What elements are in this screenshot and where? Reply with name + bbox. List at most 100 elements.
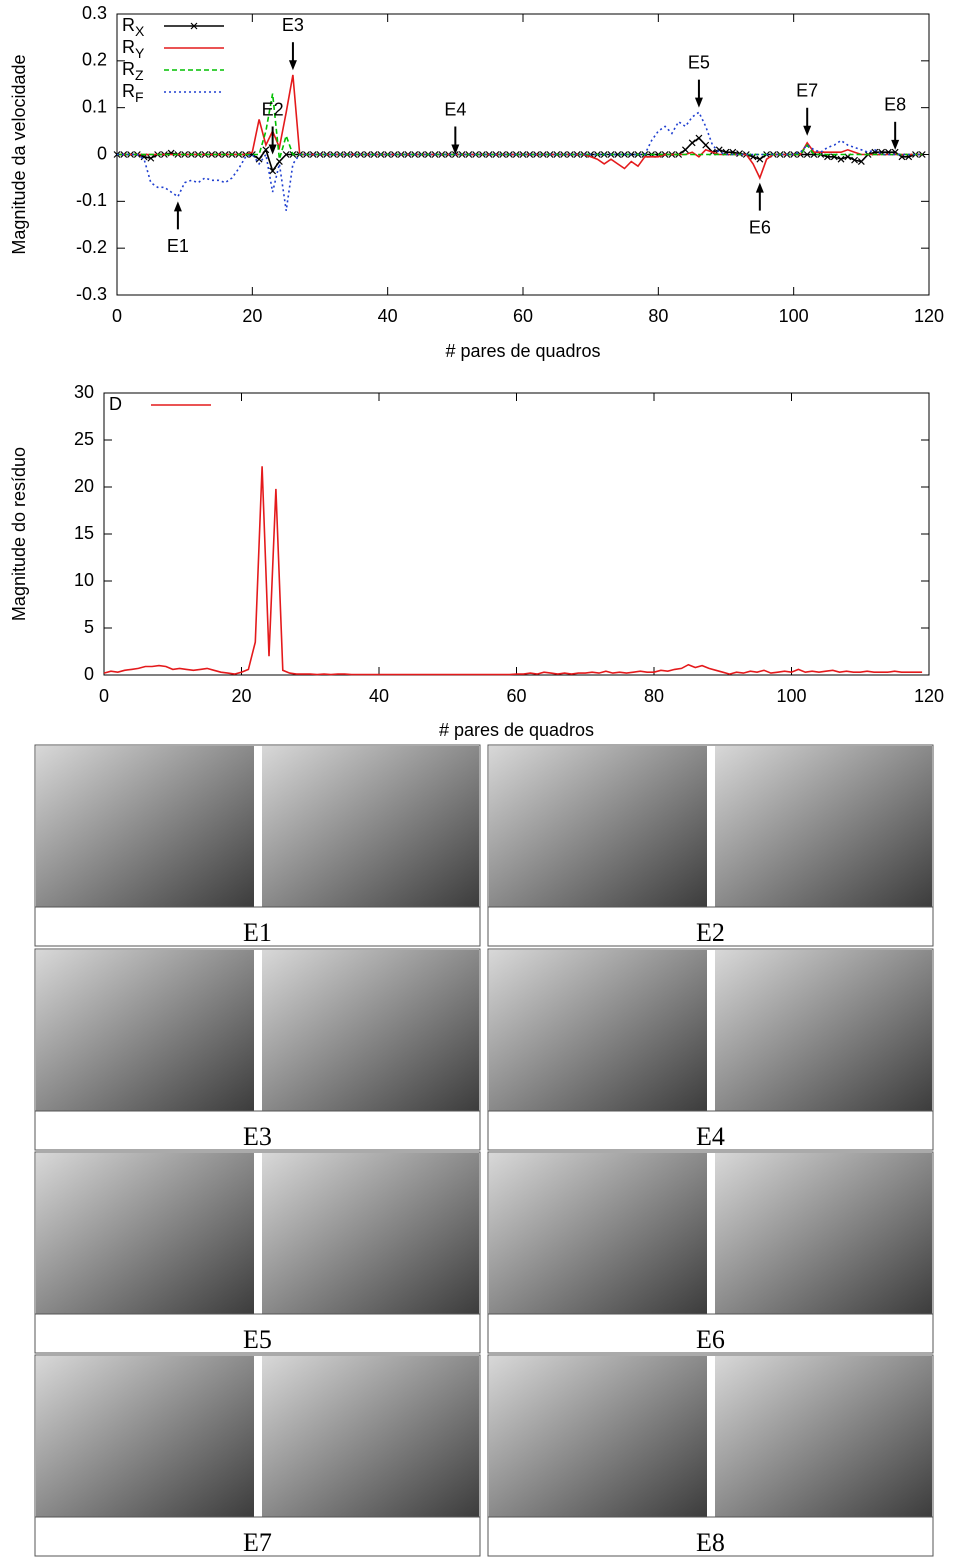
x-tick-label: 20 <box>242 306 262 326</box>
x-tick-label: 20 <box>231 686 251 706</box>
annotation-label: E8 <box>884 95 906 115</box>
x-tick-label: 0 <box>112 306 122 326</box>
annotation-arrowhead <box>891 139 900 150</box>
annotation-label: E2 <box>262 99 284 119</box>
legend-label: RZ <box>122 59 144 83</box>
annotation-arrowhead <box>451 144 460 155</box>
point-marker <box>282 151 290 158</box>
x-tick-label: 80 <box>644 686 664 706</box>
point-marker <box>918 151 926 158</box>
x-axis-title: # pares de quadros <box>439 720 594 740</box>
frame-image <box>715 1356 932 1517</box>
frame-image <box>262 950 479 1111</box>
annotation-arrowhead <box>694 97 703 108</box>
panel-caption: E5 <box>243 1325 272 1354</box>
legend-marker <box>190 22 198 30</box>
frame-image <box>262 746 479 907</box>
y-tick-label: 20 <box>74 476 94 496</box>
point-marker <box>702 141 710 149</box>
annotation-arrowhead <box>755 182 764 193</box>
x-tick-label: 0 <box>99 686 109 706</box>
plot-frame <box>103 392 930 676</box>
frame-image <box>36 746 254 907</box>
y-tick-label: -0.2 <box>76 237 107 257</box>
y-tick-label: 10 <box>74 570 94 590</box>
frame-image <box>489 1356 707 1517</box>
point-marker <box>715 146 723 154</box>
x-tick-label: 40 <box>369 686 389 706</box>
x-tick-label: 120 <box>914 686 944 706</box>
point-marker <box>262 146 270 154</box>
series-line <box>103 466 923 676</box>
x-tick-label: 80 <box>648 306 668 326</box>
frame-image <box>262 1356 479 1517</box>
annotation-label: E5 <box>688 52 710 72</box>
y-tick-label: 0 <box>97 143 107 163</box>
point-marker <box>756 155 764 163</box>
x-tick-label: 60 <box>506 686 526 706</box>
annotation-label: E6 <box>749 217 771 237</box>
point-marker <box>275 158 283 165</box>
point-marker <box>688 139 696 147</box>
y-tick-label: -0.3 <box>76 284 107 304</box>
frame-image <box>715 950 932 1111</box>
x-tick-label: 60 <box>513 306 533 326</box>
panel-caption: E1 <box>243 918 272 947</box>
annotation-arrowhead <box>803 125 812 136</box>
point-marker <box>736 150 743 157</box>
frame-image <box>715 1153 932 1314</box>
y-tick-label: 0.1 <box>82 96 107 116</box>
point-marker <box>614 151 622 158</box>
panel-caption: E4 <box>696 1122 725 1151</box>
point-marker <box>695 134 703 142</box>
series-line <box>117 93 923 160</box>
y-tick-label: 25 <box>74 429 94 449</box>
frame-image <box>489 950 707 1111</box>
y-axis-title: Magnitude do resíduo <box>9 447 29 621</box>
series-line <box>117 111 923 211</box>
annotation-label: E1 <box>167 236 189 256</box>
legend-label: RY <box>122 37 145 61</box>
y-axis-title: Magnitude da velocidade <box>9 54 29 254</box>
panel-caption: E8 <box>696 1528 725 1557</box>
annotation-arrowhead <box>268 144 277 155</box>
annotation-label: E3 <box>282 15 304 35</box>
frame-image <box>36 1356 254 1517</box>
annotation-label: E7 <box>796 81 818 101</box>
y-tick-label: 30 <box>74 382 94 402</box>
frame-image <box>489 1153 707 1314</box>
point-marker <box>857 158 865 165</box>
y-tick-label: 0.2 <box>82 50 107 70</box>
x-tick-label: 100 <box>779 306 809 326</box>
legend-label: RF <box>122 81 144 105</box>
panel-caption: E7 <box>243 1528 272 1557</box>
point-marker <box>147 154 155 162</box>
frame-image <box>715 746 932 907</box>
legend-label: D <box>109 394 122 414</box>
x-tick-label: 120 <box>914 306 944 326</box>
point-marker <box>803 151 811 158</box>
frame-image <box>489 746 707 907</box>
point-marker <box>681 146 689 154</box>
frame-image <box>262 1153 479 1314</box>
annotation-label: E4 <box>444 99 466 119</box>
point-marker <box>627 151 635 158</box>
point-marker <box>255 155 263 163</box>
y-tick-label: 5 <box>84 617 94 637</box>
legend-label: RX <box>122 15 145 39</box>
x-tick-label: 40 <box>378 306 398 326</box>
y-tick-label: 15 <box>74 523 94 543</box>
panel-caption: E6 <box>696 1325 725 1354</box>
point-marker <box>837 155 845 163</box>
frame-image <box>36 1153 254 1314</box>
frame-image <box>36 950 254 1111</box>
y-tick-label: 0.3 <box>82 3 107 23</box>
point-marker <box>269 167 277 175</box>
y-tick-label: 0 <box>84 664 94 684</box>
x-tick-label: 100 <box>776 686 806 706</box>
y-tick-label: -0.1 <box>76 190 107 210</box>
x-axis-title: # pares de quadros <box>445 341 600 361</box>
annotation-arrowhead <box>173 201 182 212</box>
